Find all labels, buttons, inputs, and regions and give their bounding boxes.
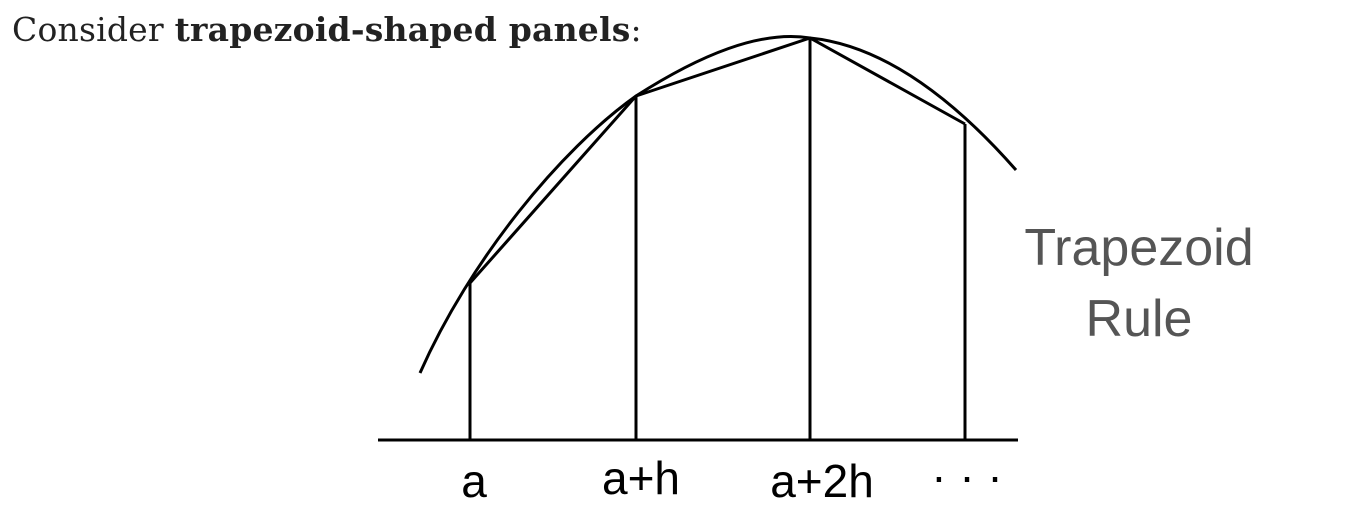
x-label-a-plus-2h: a+2h xyxy=(770,455,874,507)
intro-bold-term: trapezoid-shaped panels xyxy=(174,10,631,49)
intro-prefix: Consider xyxy=(12,10,175,49)
rule-label-line2: Rule xyxy=(1086,290,1193,348)
x-label-a: a xyxy=(461,455,487,507)
x-label-a-plus-h: a+h xyxy=(602,452,680,504)
trapezoid-chords xyxy=(468,36,966,284)
intro-suffix: : xyxy=(630,10,642,49)
rule-label-line1: Trapezoid xyxy=(1024,219,1253,277)
function-curve xyxy=(418,35,1018,374)
intro-text: Consider trapezoid-shaped panels: xyxy=(12,10,642,49)
x-label-ellipsis: · · · xyxy=(931,450,1003,502)
